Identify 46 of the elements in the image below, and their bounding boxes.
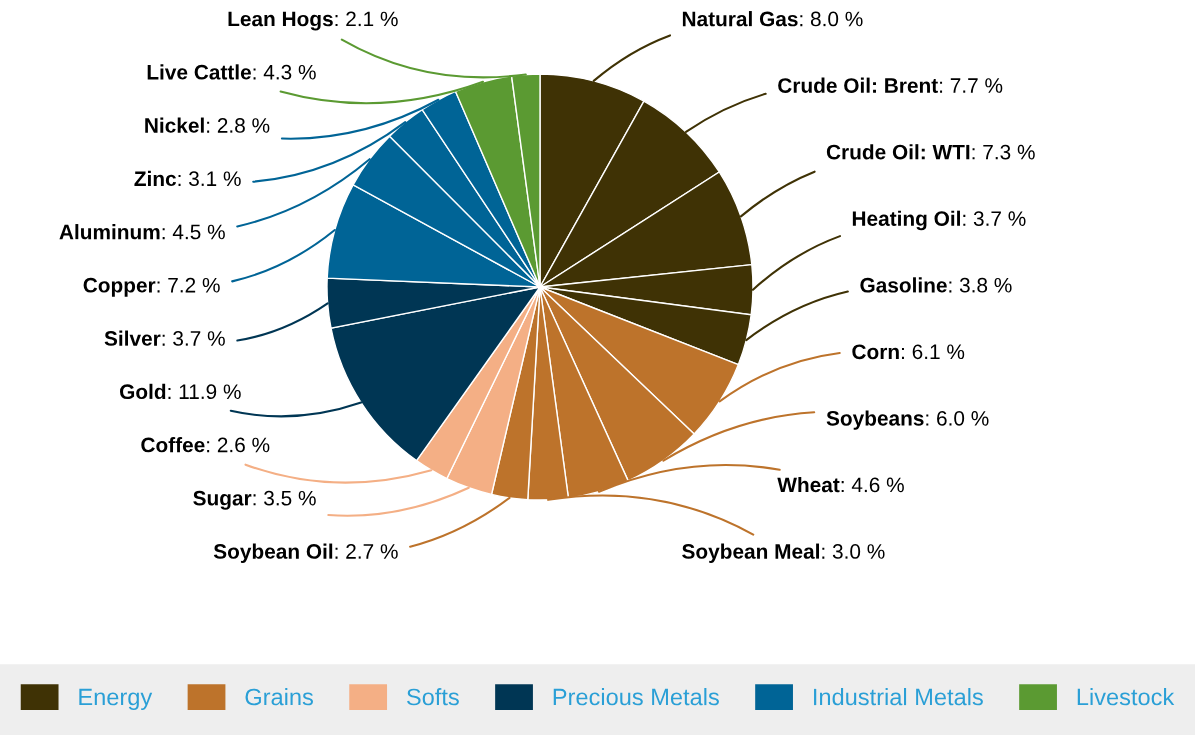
slice-label: Wheat bbox=[777, 476, 840, 493]
data-label: : 3.8 % bbox=[949, 277, 1012, 293]
data-label: : 7.7 % bbox=[940, 78, 1003, 93]
data-label: : 4.5 % bbox=[162, 224, 225, 240]
slice-label: Crude Oil: WTI bbox=[826, 144, 970, 160]
data-label: : 2.1 % bbox=[335, 11, 398, 27]
slice-label: Corn bbox=[852, 344, 899, 360]
data-label: : 3.1 % bbox=[178, 171, 241, 187]
data-label: : 2.8 % bbox=[207, 118, 270, 133]
slice-label: Copper bbox=[83, 277, 156, 297]
data-label: : 3.7 % bbox=[963, 211, 1026, 226]
data-label: : 7.3 % bbox=[972, 144, 1035, 160]
slice-label: Heating Oil bbox=[852, 210, 960, 231]
slice-label: Silver bbox=[104, 330, 161, 346]
data-label: : 3.5 % bbox=[253, 490, 316, 506]
text: Softs bbox=[407, 688, 459, 706]
slice-label: Soybean Oil bbox=[213, 543, 333, 563]
slice-label: Aluminum bbox=[59, 224, 160, 240]
data-label: : 3.0 % bbox=[822, 544, 885, 559]
slice-label: Coffee bbox=[141, 437, 205, 453]
text: Precious Metals bbox=[553, 688, 719, 706]
data-label: : 6.1 % bbox=[901, 344, 965, 360]
data-label: : 3.7 % bbox=[162, 331, 225, 346]
data-label: : 11.9 % bbox=[168, 384, 241, 400]
slice-label: Gasoline bbox=[860, 277, 947, 293]
slice-label: Soybean Meal bbox=[682, 543, 819, 563]
slice-label: Sugar bbox=[193, 490, 252, 510]
data-label: : 4.6 % bbox=[841, 477, 904, 493]
slice-label: Gold bbox=[120, 383, 166, 400]
data-label: : 6.0 % bbox=[926, 410, 989, 426]
slice-label: Soybeans bbox=[826, 410, 924, 430]
text: Grains bbox=[245, 688, 313, 706]
slice-label: Nickel bbox=[145, 117, 204, 133]
slice-label: Lean Hogs bbox=[228, 11, 333, 31]
data-label: : 8.0 % bbox=[800, 11, 863, 27]
text: Livestock bbox=[1077, 688, 1175, 706]
slice-label: Crude Oil: Brent bbox=[778, 77, 938, 93]
data-label: : 7.2 % bbox=[157, 277, 220, 293]
text: Industrial Metals bbox=[814, 688, 983, 706]
slice-label: Live Cattle bbox=[147, 64, 251, 80]
slice-label: Natural Gas bbox=[682, 11, 798, 27]
data-label: : 4.3 % bbox=[253, 64, 316, 80]
text: Energy bbox=[79, 688, 153, 711]
slice-label: Zinc bbox=[134, 170, 177, 187]
data-label: : 2.7 % bbox=[335, 544, 398, 559]
data-label: : 2.6 % bbox=[207, 437, 270, 453]
